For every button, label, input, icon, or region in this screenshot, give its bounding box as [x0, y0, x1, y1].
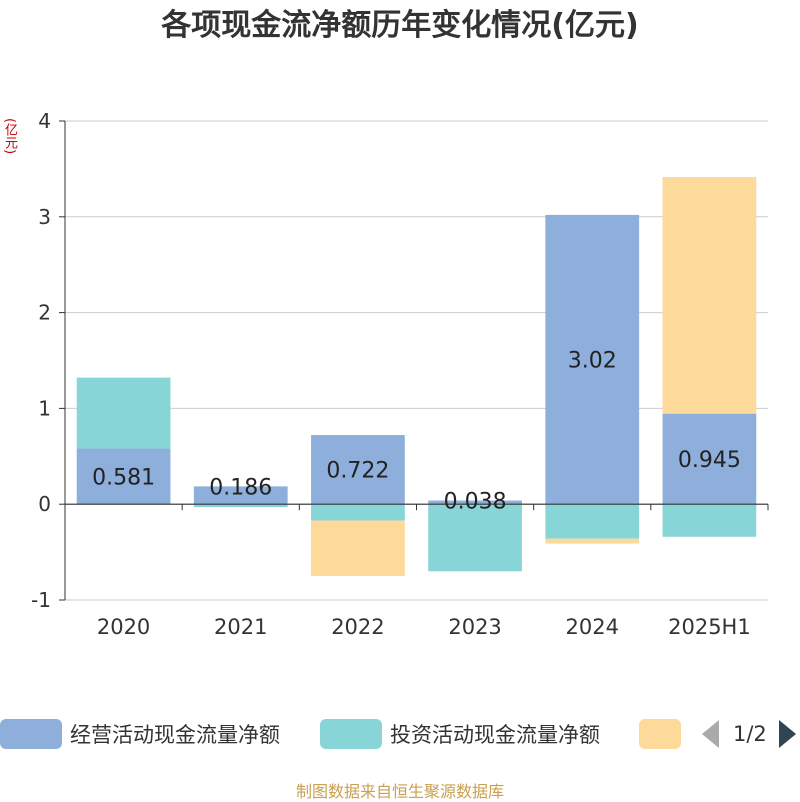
bar-1-2024[interactable]: [545, 214, 640, 505]
legend-pager: 1/2: [702, 716, 796, 752]
bar-2-2024[interactable]: [545, 504, 640, 539]
x-tick-label: 2023: [448, 615, 501, 639]
y-tick-label: 4: [38, 109, 51, 133]
x-tick-label: 2022: [331, 615, 384, 639]
data-label: 0.722: [326, 459, 389, 484]
bar-3-2022[interactable]: [311, 520, 405, 577]
x-tick-label: 2024: [566, 615, 619, 639]
data-label: 0.038: [444, 490, 507, 515]
legend-label-operating: 经营活动现金流量净额: [70, 723, 280, 747]
bar-3-2024[interactable]: [545, 538, 640, 544]
y-tick-label: 2: [38, 301, 51, 325]
legend-swatch-investing: [320, 719, 382, 749]
pager-next-icon[interactable]: [778, 720, 796, 748]
chart-plot: -1 0 1 2 3 4 0.581 0.186 0.722 0.038 3.02 0.945 2020…: [31, 109, 769, 639]
chart-title: 各项现金流净额历年变化情况(亿元): [161, 8, 639, 43]
y-tick-label: -1: [31, 588, 51, 612]
legend-label-investing: 投资活动现金流量净额: [390, 723, 600, 747]
data-label: 0.186: [209, 475, 272, 500]
bar-2-2021[interactable]: [193, 504, 288, 508]
bar-1-2023[interactable]: [428, 500, 522, 505]
bar-1-2022[interactable]: [311, 435, 405, 505]
legend-swatch-financing: [639, 719, 681, 749]
legend-swatch-operating: [0, 719, 62, 749]
data-label: 0.945: [678, 448, 741, 473]
legend: 经营活动现金流量净额 投资活动现金流量净额 1/2: [0, 716, 800, 756]
source-note: 制图数据来自恒生聚源数据库: [295, 782, 504, 801]
x-tick-label: 2020: [97, 615, 150, 639]
bar-2-2025H1[interactable]: [662, 504, 757, 537]
pager-page-indicator: 1/2: [733, 722, 767, 746]
bar-3-2025H1[interactable]: [662, 177, 757, 414]
y-tick-label: 3: [38, 205, 51, 229]
data-label: 3.02: [568, 349, 617, 374]
y-tick-label: 1: [38, 396, 51, 420]
data-label: 0.581: [92, 465, 155, 490]
x-tick-label: 2025H1: [668, 615, 751, 639]
bar-1-2025H1[interactable]: [662, 413, 757, 505]
bar-1-2021[interactable]: [193, 486, 288, 505]
legend-item-operating[interactable]: 经营活动现金流量净额: [0, 716, 280, 752]
bar-1-2020[interactable]: [76, 448, 171, 505]
legend-item-financing[interactable]: [639, 716, 681, 752]
pager-prev-icon[interactable]: [702, 720, 719, 748]
y-tick-label: 0: [38, 492, 51, 516]
bar-2-2022[interactable]: [311, 504, 405, 521]
x-tick-label: 2021: [214, 615, 267, 639]
bar-2-2023[interactable]: [428, 504, 522, 572]
y-axis-unit: (亿元): [2, 118, 17, 155]
bar-2-2020[interactable]: [76, 377, 171, 449]
legend-item-investing[interactable]: 投资活动现金流量净额: [320, 716, 600, 752]
